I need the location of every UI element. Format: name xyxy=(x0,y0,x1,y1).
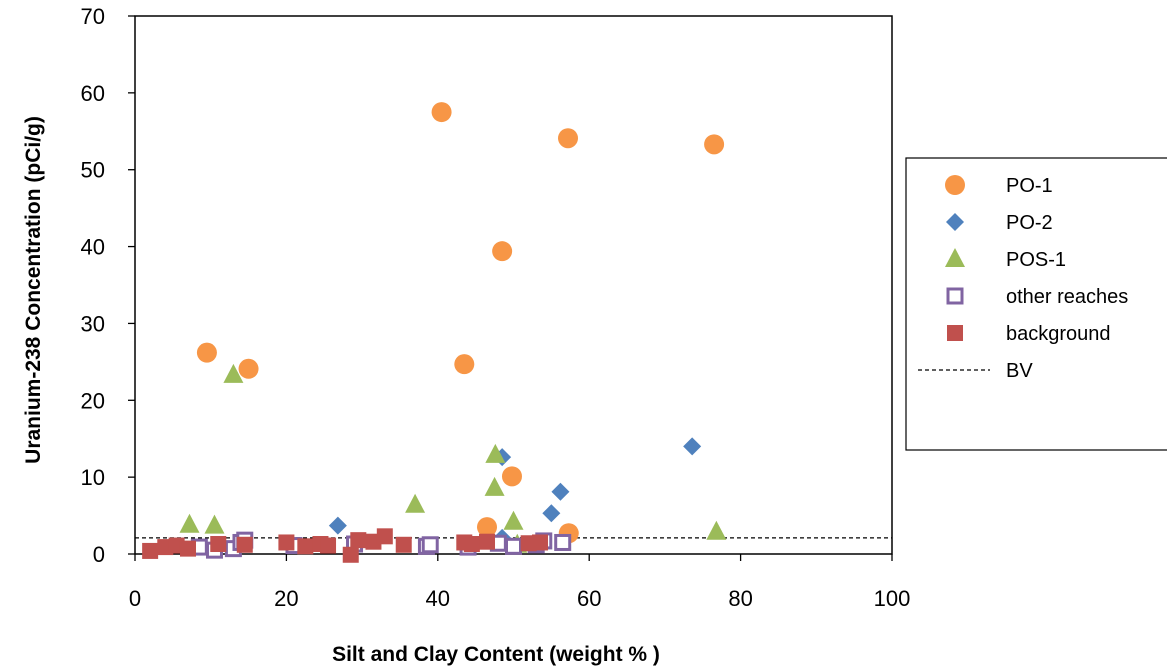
x-tick-label: 100 xyxy=(874,586,911,611)
data-point xyxy=(297,538,314,555)
legend-label: BV xyxy=(1006,360,1033,382)
legend-marker xyxy=(945,175,965,195)
data-point xyxy=(683,437,702,456)
data-point xyxy=(479,533,496,550)
data-point xyxy=(204,514,225,534)
data-point xyxy=(706,520,727,540)
series-background xyxy=(142,528,548,563)
data-point xyxy=(179,540,196,557)
data-point xyxy=(210,536,227,553)
data-point xyxy=(236,536,253,553)
data-point xyxy=(503,510,524,530)
data-point xyxy=(431,102,452,123)
legend-marker xyxy=(945,248,965,267)
x-tick-label: 20 xyxy=(274,586,298,611)
data-point xyxy=(328,516,347,535)
x-tick-label: 0 xyxy=(129,586,141,611)
legend-marker xyxy=(947,325,963,341)
data-point xyxy=(505,537,522,555)
data-point xyxy=(278,534,295,551)
plot-area xyxy=(134,15,893,555)
legend-marker xyxy=(946,287,964,305)
data-point xyxy=(405,493,426,513)
data-point xyxy=(492,241,513,262)
data-point xyxy=(454,354,475,375)
y-tick-label: 10 xyxy=(81,465,105,490)
y-tick-label: 20 xyxy=(81,388,105,413)
data-point xyxy=(554,533,572,551)
data-point xyxy=(196,342,217,363)
data-point xyxy=(320,537,337,554)
data-point xyxy=(542,504,561,523)
y-tick-label: 70 xyxy=(81,4,105,29)
data-point xyxy=(704,134,725,155)
legend-label: POS-1 xyxy=(1006,249,1066,271)
y-tick-label: 40 xyxy=(81,235,105,260)
data-point xyxy=(477,517,498,538)
y-tick-label: 0 xyxy=(93,542,105,567)
data-point xyxy=(350,532,367,549)
data-marks xyxy=(142,102,727,563)
data-point xyxy=(501,466,522,487)
x-axis-title: Silt and Clay Content (weight % ) xyxy=(332,643,660,666)
data-point xyxy=(223,363,244,383)
data-point xyxy=(558,128,579,149)
legend-items: PO-1 PO-2 POS-1 other reaches background BV xyxy=(918,175,1128,382)
y-tick-label: 30 xyxy=(81,311,105,336)
x-tick-label: 80 xyxy=(728,586,752,611)
legend-label: other reaches xyxy=(1006,286,1128,308)
data-point xyxy=(342,546,359,563)
data-point xyxy=(463,536,480,553)
data-point xyxy=(142,542,159,559)
legend-label: PO-1 xyxy=(1006,175,1053,197)
x-tick-label: 60 xyxy=(577,586,601,611)
y-tick-label: 50 xyxy=(81,158,105,183)
x-tick-label: 40 xyxy=(426,586,450,611)
data-point xyxy=(551,482,570,501)
legend-marker xyxy=(946,213,964,231)
data-point xyxy=(484,476,505,496)
data-point xyxy=(395,536,412,553)
data-point xyxy=(485,443,506,463)
data-point xyxy=(531,534,548,551)
y-axis-title: Uranium-238 Concentration (pCi/g) xyxy=(22,116,45,464)
data-point xyxy=(179,513,200,533)
plot-frame xyxy=(134,15,893,555)
data-point xyxy=(421,536,439,554)
axes: 0 20 40 60 80 100 0 10 20 30 40 50 60 70 xyxy=(81,4,911,611)
legend: PO-1 PO-2 POS-1 other reaches background BV xyxy=(905,157,1167,451)
data-point xyxy=(376,528,393,545)
data-point xyxy=(238,358,259,379)
y-tick-label: 60 xyxy=(81,81,105,106)
legend-label: PO-2 xyxy=(1006,212,1053,234)
series-po-1 xyxy=(196,102,725,544)
legend-label: background xyxy=(1006,323,1111,345)
